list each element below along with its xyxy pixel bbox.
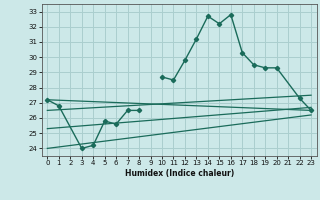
X-axis label: Humidex (Indice chaleur): Humidex (Indice chaleur)	[124, 169, 234, 178]
